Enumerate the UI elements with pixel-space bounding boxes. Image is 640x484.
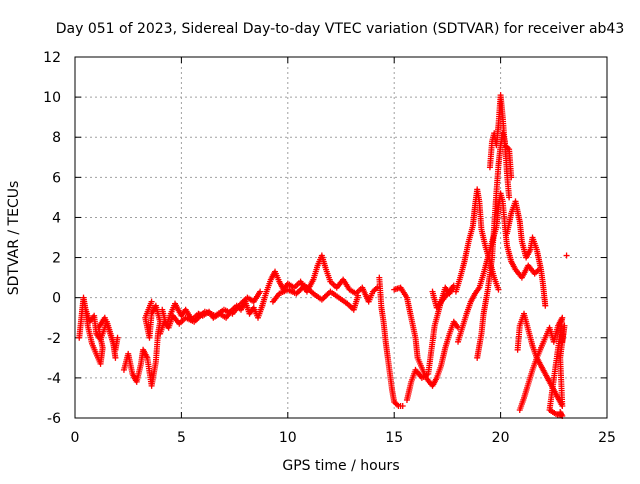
x-tick-label: 10 <box>279 430 297 446</box>
data-point <box>355 292 362 299</box>
data-point <box>495 286 502 293</box>
plot-frame <box>74 56 608 419</box>
data-point <box>399 402 406 409</box>
chart-title: Day 051 of 2023, Sidereal Day-to-day VTE… <box>56 21 625 37</box>
y-tick-label: 6 <box>52 170 61 186</box>
x-tick-label: 25 <box>598 430 616 446</box>
data-point <box>112 354 119 361</box>
y-tick-label: 10 <box>43 90 61 106</box>
y-tick-label: 8 <box>52 130 61 146</box>
data-points <box>76 92 570 419</box>
data-point <box>563 252 570 259</box>
x-tick-label: 20 <box>492 430 510 446</box>
data-point <box>506 194 513 201</box>
data-point <box>148 298 155 305</box>
y-tick-label: -2 <box>47 331 61 347</box>
y-tick-label: 2 <box>52 251 61 267</box>
y-axis-label: SDTVAR / TECUs <box>6 181 22 296</box>
data-point <box>557 408 564 415</box>
data-point <box>508 174 515 181</box>
data-point <box>257 288 264 295</box>
y-tick-label: 0 <box>52 291 61 307</box>
y-tick-label: 4 <box>52 210 61 226</box>
data-point <box>557 410 564 417</box>
y-tick-label: 12 <box>43 50 61 66</box>
data-point <box>429 288 436 295</box>
x-tick-label: 5 <box>177 430 186 446</box>
data-point <box>542 302 549 309</box>
x-tick-label: 0 <box>71 430 80 446</box>
x-axis-label: GPS time / hours <box>282 458 399 474</box>
data-point <box>114 334 121 341</box>
x-tick-label: 15 <box>385 430 403 446</box>
y-tick-label: -4 <box>47 371 61 387</box>
y-tick-label: -6 <box>47 411 61 427</box>
